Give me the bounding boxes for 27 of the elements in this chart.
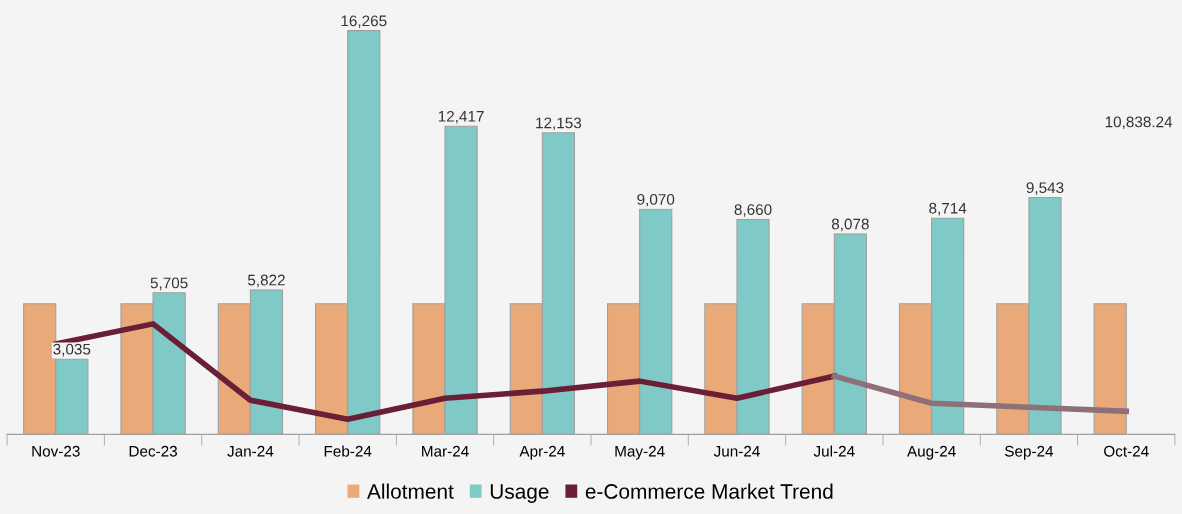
- x-tick-label: May-24: [615, 445, 665, 460]
- data-label: 9,070: [637, 194, 675, 207]
- x-tick-label: Feb-24: [324, 445, 372, 457]
- x-tick-label: Nov-23: [32, 445, 80, 457]
- annotation: 10,838.24: [1105, 116, 1173, 130]
- data-label: 9,543: [1026, 182, 1064, 195]
- x-tick-label: Jan-24: [227, 445, 274, 457]
- x-tick-label: Apr-24: [519, 445, 565, 460]
- data-label: 12,417: [438, 110, 484, 124]
- data-label: 8,714: [929, 202, 967, 216]
- data-label: 16,265: [341, 15, 387, 29]
- data-label: 5,822: [247, 274, 285, 288]
- data-label: 5,705: [150, 277, 188, 291]
- legend-label: e-Commerce Market Trend: [585, 483, 833, 499]
- legend-label: Allotment: [367, 483, 454, 499]
- x-tick-label: Jun-24: [713, 445, 760, 457]
- data-label: 8,660: [734, 204, 772, 217]
- data-label: 3,035: [53, 343, 91, 357]
- x-tick-label: Sep-24: [1005, 445, 1054, 460]
- legend-label: Usage: [490, 484, 549, 503]
- x-tick-label: Aug-24: [907, 445, 956, 460]
- data-label: 8,078: [831, 218, 869, 232]
- x-tick-label: Oct-24: [1104, 445, 1149, 457]
- data-label: 12,153: [536, 117, 582, 131]
- x-tick-label: Jul-24: [813, 445, 855, 457]
- x-tick-label: Mar-24: [422, 445, 469, 457]
- x-tick-label: Dec-23: [129, 445, 178, 457]
